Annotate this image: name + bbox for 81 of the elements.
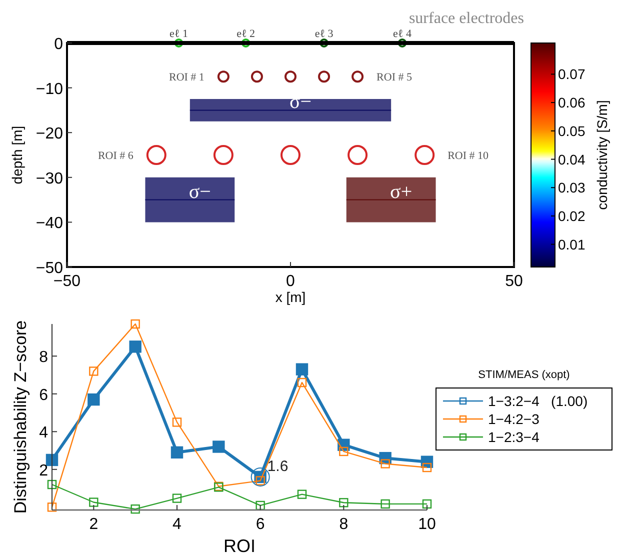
point <box>339 446 348 456</box>
point <box>280 145 300 165</box>
annotation: σ− <box>188 180 211 203</box>
x-tick-label: 2 <box>89 516 98 533</box>
point <box>422 462 432 472</box>
point <box>296 363 308 376</box>
point <box>89 498 98 507</box>
y-axis-title: Distinguishability Z−score <box>11 320 30 514</box>
point <box>217 70 230 83</box>
point <box>380 459 390 468</box>
y-tick-label: 8 <box>39 349 48 366</box>
point <box>130 319 140 329</box>
y-tick-label: −20 <box>36 126 64 143</box>
annotation: σ+ <box>390 180 412 203</box>
color-bar-label: 0.05 <box>558 122 586 139</box>
point <box>297 378 307 388</box>
color-bar-label: 0.01 <box>558 236 586 252</box>
point <box>213 145 234 165</box>
text: surface electrodes <box>408 10 524 27</box>
annotation: σ− <box>289 91 312 114</box>
point <box>250 70 263 83</box>
y-tick-label: −40 <box>36 215 64 232</box>
x-tick-label: 4 <box>172 516 182 533</box>
x-tick-label: 8 <box>339 516 348 533</box>
y-tick-label: −30 <box>36 170 64 188</box>
y-tick-label: −10 <box>36 80 64 98</box>
point <box>320 38 329 48</box>
point <box>318 70 330 83</box>
point <box>172 494 182 503</box>
annotation: ROI # 10 <box>448 150 490 162</box>
point <box>89 366 98 376</box>
point <box>170 446 184 459</box>
x-tick-label: 10 <box>418 516 436 533</box>
legend-title: STIM/MEAS (xopt) <box>478 369 570 381</box>
y-tick-label: 4 <box>39 424 48 442</box>
point <box>414 145 435 165</box>
color-bar-label: 0.04 <box>558 151 586 168</box>
point <box>348 145 368 165</box>
point <box>174 38 184 48</box>
color-bar-label: 0.02 <box>558 208 586 224</box>
annotation: ROI # 1 <box>168 72 204 84</box>
color-bar-title: conductivity [S/m] <box>594 100 610 210</box>
point <box>130 504 140 514</box>
point <box>129 340 142 353</box>
point <box>47 480 57 490</box>
color-bar-label: 0.06 <box>558 94 586 111</box>
point <box>284 70 296 83</box>
annotation: ROI # 6 <box>98 150 134 162</box>
data-label: eℓ 3 <box>314 28 334 40</box>
legend-label: 1−3:2−4 (1.00) <box>488 393 588 409</box>
point <box>380 499 390 509</box>
x-tick-label: 6 <box>256 516 265 533</box>
x-tick-label: 50 <box>505 273 523 290</box>
y-tick-label: 2 <box>39 462 48 480</box>
point <box>47 502 57 512</box>
data-label: eℓ 4 <box>393 28 412 40</box>
point <box>297 490 307 499</box>
color-bar-label: 0.03 <box>558 180 586 196</box>
data-label: eℓ 1 <box>170 28 188 40</box>
y-tick-label: 6 <box>39 386 48 404</box>
point <box>172 418 182 427</box>
annotation: 1.6 <box>267 458 288 475</box>
point <box>398 38 407 48</box>
legend-label: 1−4:2−3 <box>488 411 540 427</box>
point <box>339 498 348 508</box>
annotation: ROI # 5 <box>376 72 412 84</box>
x-axis-title: x [m] <box>275 289 306 305</box>
point <box>256 500 265 510</box>
point <box>88 393 100 406</box>
y-axis-title: depth [m] <box>9 126 25 184</box>
point <box>352 70 364 83</box>
x-axis-title: ROI <box>223 536 256 556</box>
point <box>241 38 250 48</box>
point <box>422 499 432 509</box>
legend-label: 1−2:3−4 <box>488 429 540 445</box>
x-tick-label: 0 <box>286 273 296 290</box>
point <box>212 440 225 453</box>
point <box>146 145 166 165</box>
y-tick-label: 0 <box>54 36 64 53</box>
color-bar-label: 0.07 <box>558 66 586 82</box>
data-label: eℓ 2 <box>236 28 256 40</box>
